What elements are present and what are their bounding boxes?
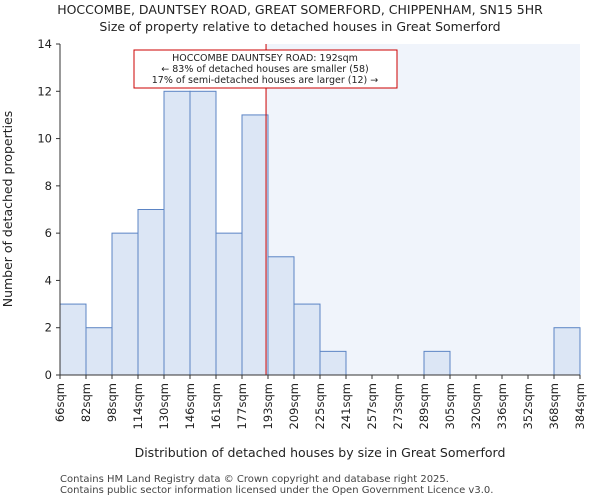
y-tick-label-8: 8 [45,179,52,193]
x-tick-label-305sqm: 305sqm [443,383,457,429]
annotation-line-3: 17% of semi-detached houses are larger (… [152,75,379,86]
annotation-line-2: ← 83% of detached houses are smaller (58… [161,64,368,75]
bar-146sqm [189,90,217,376]
x-tick-label-225sqm: 225sqm [313,383,327,429]
bars-group [59,90,581,376]
bar-130sqm [163,90,191,376]
bar-177sqm [241,114,269,376]
x-axis-label: Distribution of detached houses by size … [135,445,506,460]
footer-line-2: Contains public sector information licen… [60,485,494,496]
x-ticks-group: 66sqm 82sqm 98sqm 114sqm 130sqm 146sqm 161sqm 1… [53,375,587,429]
y-tick-label-10: 10 [37,132,52,146]
chart-subtitle: Size of property relative to detached ho… [99,19,500,34]
x-tick-label-384sqm: 384sqm [573,383,587,429]
x-tick-label-114sqm: 114sqm [131,383,145,429]
x-tick-label-352sqm: 352sqm [521,383,535,429]
y-tick-label-2: 2 [45,321,52,335]
bar-209sqm [293,303,321,376]
footer-line-1: Contains HM Land Registry data © Crown c… [60,474,449,485]
annotation-line-1: HOCCOMBE DAUNTSEY ROAD: 192sqm [172,53,358,64]
bar-82sqm [85,327,113,376]
bar-193sqm [267,256,295,376]
x-tick-label-66sqm: 66sqm [53,383,67,422]
x-tick-label-209sqm: 209sqm [287,383,301,429]
chart-title: HOCCOMBE, DAUNTSEY ROAD, GREAT SOMERFORD… [57,2,543,17]
bar-66sqm [59,303,87,376]
y-tick-label-4: 4 [45,273,52,287]
y-axis-label: Number of detached properties [0,111,15,308]
x-tick-label-146sqm: 146sqm [183,383,197,429]
x-tick-label-98sqm: 98sqm [105,383,119,422]
x-tick-label-273sqm: 273sqm [391,383,405,429]
x-tick-label-368sqm: 368sqm [547,383,561,429]
bar-114sqm [137,209,165,376]
x-tick-label-193sqm: 193sqm [261,383,275,429]
bar-289sqm [423,350,451,376]
bar-368sqm [553,327,581,376]
x-tick-label-320sqm: 320sqm [469,383,483,429]
x-tick-label-336sqm: 336sqm [495,383,509,429]
annotation-box: HOCCOMBE DAUNTSEY ROAD: 192sqm ← 83% of … [133,49,398,89]
y-tick-label-12: 12 [37,84,52,98]
x-tick-label-82sqm: 82sqm [79,383,93,422]
x-tick-label-257sqm: 257sqm [365,383,379,429]
x-tick-label-161sqm: 161sqm [209,383,223,429]
bar-225sqm [319,350,347,376]
bar-161sqm [215,232,243,376]
y-ticks-group: 0 2 4 6 8 10 12 14 [37,37,60,382]
y-tick-label-0: 0 [45,368,52,382]
x-tick-label-177sqm: 177sqm [235,383,249,429]
y-tick-label-14: 14 [37,37,52,51]
annotation-border [133,49,398,89]
x-tick-label-289sqm: 289sqm [417,383,431,429]
bar-98sqm [111,232,139,376]
y-tick-label-6: 6 [45,226,52,240]
x-tick-label-130sqm: 130sqm [157,383,171,429]
x-tick-label-241sqm: 241sqm [339,383,353,429]
